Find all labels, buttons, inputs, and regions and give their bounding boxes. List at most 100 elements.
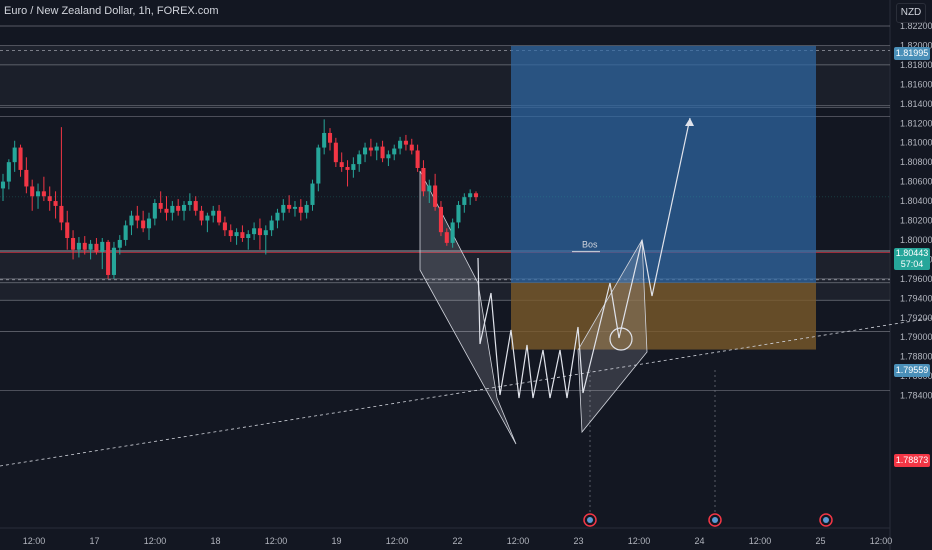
candle-body — [421, 167, 426, 192]
stop-zone — [511, 282, 816, 350]
currency-button[interactable]: NZD — [896, 3, 926, 23]
time-tick-label: 12:00 — [749, 536, 772, 546]
candle-body — [0, 181, 6, 189]
price-tick-label: 1.79400 — [900, 293, 932, 303]
candle-body — [351, 164, 356, 170]
projected-path — [477, 117, 691, 399]
candle-body — [374, 146, 379, 151]
candle-body — [415, 150, 420, 168]
candle-body — [152, 202, 157, 219]
candle-body — [193, 201, 198, 211]
bar-countdown: 57:04 — [900, 259, 924, 269]
candle-body — [59, 205, 64, 223]
price-tick-label: 1.82000 — [900, 40, 932, 50]
candle-body — [339, 162, 344, 168]
candle-body — [246, 234, 251, 239]
candle-body — [41, 191, 46, 197]
candle-body — [322, 132, 327, 148]
candle-body — [18, 147, 23, 170]
candle-body — [386, 154, 391, 159]
target-zone — [511, 45, 816, 283]
time-tick-label: 12:00 — [144, 536, 167, 546]
candle-body — [263, 230, 268, 236]
last-price-value: 1.80443 — [895, 248, 929, 258]
candle-body — [433, 185, 438, 207]
candle-body — [24, 169, 29, 187]
candle-body — [47, 196, 52, 202]
last-price-label: 1.80443 57:04 — [894, 248, 930, 270]
candle-body — [176, 205, 181, 211]
candle-body — [199, 210, 204, 221]
price-tick-label: 1.79200 — [900, 313, 932, 323]
chart-title: Euro / New Zealand Dollar, 1h, FOREX.com — [4, 5, 219, 17]
highlight-circle — [609, 327, 633, 351]
candle-body — [222, 222, 227, 231]
candle-body — [468, 193, 473, 198]
candle-body — [298, 206, 303, 213]
time-tick-label: 12:00 — [23, 536, 46, 546]
candle-body — [164, 208, 169, 213]
time-tick-label: 22 — [452, 536, 462, 546]
candle-body — [310, 183, 315, 205]
candle-body — [257, 228, 262, 236]
time-tick-label: 18 — [210, 536, 220, 546]
price-tick-label: 1.78800 — [900, 352, 932, 362]
candle-body — [100, 241, 105, 252]
rising-wedge — [577, 238, 648, 434]
economic-event-flag — [823, 517, 829, 523]
dashed-trendline — [0, 317, 932, 467]
candle-body — [53, 201, 58, 206]
candle-body — [304, 204, 309, 213]
target-price-label: 1.81995 — [894, 47, 930, 60]
candle-body — [146, 218, 152, 229]
price-tick-label: 1.78400 — [900, 391, 932, 401]
candle-body — [450, 222, 455, 243]
candle-body — [357, 154, 362, 165]
candle-body — [316, 147, 321, 184]
candle-body — [129, 215, 134, 226]
candle-body — [275, 212, 280, 221]
candle-body — [252, 228, 257, 235]
time-tick-label: 19 — [331, 536, 341, 546]
candle-body — [71, 238, 76, 250]
candle-body — [438, 206, 444, 233]
time-tick-label: 24 — [694, 536, 704, 546]
candle-body — [456, 204, 461, 223]
candle-body — [409, 144, 414, 151]
time-tick-label: 12:00 — [386, 536, 409, 546]
candle-body — [30, 186, 35, 197]
price-tick-label: 1.81400 — [900, 99, 932, 109]
candle-body — [287, 204, 292, 209]
candle-body — [211, 210, 216, 216]
candle-body — [158, 202, 163, 209]
time-tick-label: 25 — [815, 536, 825, 546]
price-tick-label: 1.81200 — [900, 118, 932, 128]
candle-body — [380, 146, 385, 159]
price-tick-label: 1.81000 — [900, 138, 932, 148]
candle-body — [234, 232, 239, 237]
price-tick-label: 1.81800 — [900, 60, 932, 70]
candle-body — [427, 185, 432, 192]
time-tick-label: 12:00 — [265, 536, 288, 546]
candle-body — [6, 162, 11, 182]
price-tick-label: 1.79600 — [900, 274, 932, 284]
candle-body — [281, 204, 286, 213]
candle-body — [392, 148, 397, 155]
candle-body — [473, 193, 479, 198]
candle-body — [333, 142, 338, 163]
candle-body — [444, 232, 449, 243]
arrow-head — [685, 118, 694, 126]
candle-body — [94, 243, 99, 252]
candle-body — [65, 222, 70, 239]
candle-body — [106, 241, 111, 275]
time-tick-label: 12:00 — [507, 536, 530, 546]
time-tick-label: 23 — [573, 536, 583, 546]
time-tick-label: 12:00 — [628, 536, 651, 546]
candle-body — [217, 210, 222, 223]
candle-body — [368, 147, 373, 151]
candle-body — [240, 232, 245, 239]
price-tick-label: 1.80600 — [900, 177, 932, 187]
price-tick-label: 1.80800 — [900, 157, 932, 167]
